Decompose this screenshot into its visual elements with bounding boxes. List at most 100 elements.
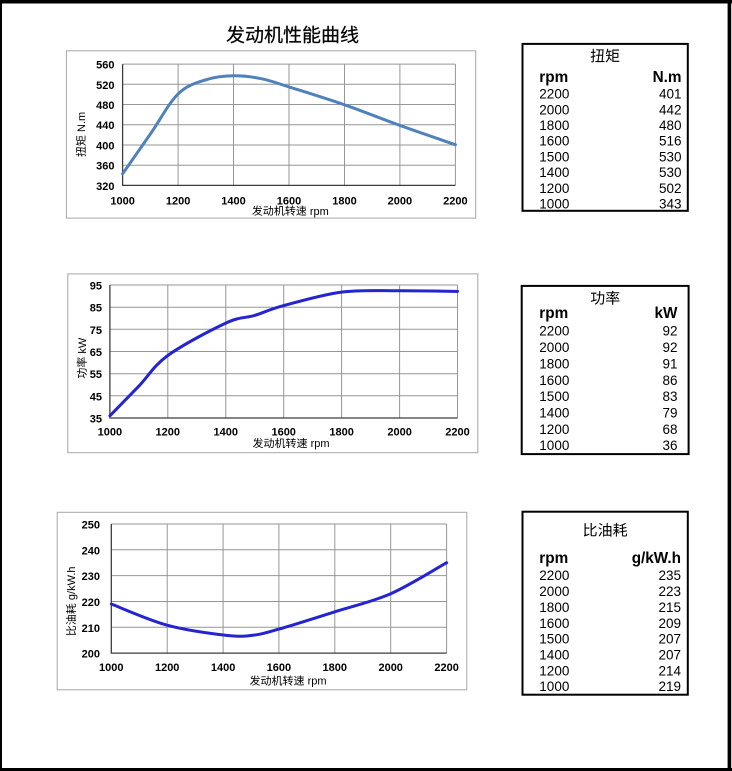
svg-text:rpm: rpm [539,305,568,322]
svg-text:rpm: rpm [310,206,329,218]
svg-text:1600: 1600 [539,134,569,149]
svg-text:1000: 1000 [539,438,569,453]
svg-text:2000: 2000 [539,102,569,117]
svg-text:1800: 1800 [323,662,347,674]
svg-text:1600: 1600 [277,196,301,208]
svg-text:240: 240 [82,545,100,557]
svg-text:343: 343 [659,197,682,212]
svg-text:1800: 1800 [329,426,353,438]
svg-text:92: 92 [662,340,677,355]
svg-text:560: 560 [96,60,114,72]
svg-text:502: 502 [659,181,682,196]
svg-text:95: 95 [90,281,102,293]
svg-text:530: 530 [659,165,682,180]
svg-text:85: 85 [90,303,102,315]
svg-text:320: 320 [96,181,114,193]
svg-text:1400: 1400 [221,196,245,208]
svg-text:401: 401 [659,87,682,102]
svg-text:1400: 1400 [214,426,238,438]
svg-text:kW: kW [655,305,679,322]
svg-text:1500: 1500 [539,389,569,404]
svg-text:250: 250 [82,520,100,532]
svg-text:1600: 1600 [271,426,295,438]
svg-text:55: 55 [90,369,102,381]
svg-text:520: 520 [96,80,114,92]
svg-text:200: 200 [82,649,100,661]
svg-text:516: 516 [659,134,682,149]
svg-text:1000: 1000 [110,196,134,208]
svg-text:223: 223 [658,584,681,599]
svg-text:1200: 1200 [156,426,180,438]
svg-text:214: 214 [658,663,681,678]
svg-text:400: 400 [96,141,114,153]
svg-text:220: 220 [82,597,100,609]
svg-text:N.m: N.m [76,112,88,132]
svg-text:207: 207 [658,648,681,663]
svg-text:2000: 2000 [539,584,569,599]
svg-text:1400: 1400 [539,648,569,663]
svg-text:1200: 1200 [166,196,190,208]
svg-text:86: 86 [662,373,677,388]
svg-text:rpm: rpm [311,438,330,450]
svg-text:2200: 2200 [445,426,469,438]
svg-text:1400: 1400 [211,662,235,674]
svg-text:g/kW.h: g/kW.h [632,550,681,567]
svg-text:rpm: rpm [308,676,327,688]
svg-text:kW: kW [77,337,89,354]
svg-text:1200: 1200 [155,662,179,674]
svg-text:2000: 2000 [387,426,411,438]
svg-text:360: 360 [96,161,114,173]
svg-text:1000: 1000 [539,197,569,212]
svg-text:68: 68 [662,422,677,437]
svg-text:1400: 1400 [539,405,569,420]
svg-text:1600: 1600 [267,662,291,674]
svg-text:83: 83 [662,389,677,404]
svg-text:207: 207 [658,632,681,647]
svg-text:1800: 1800 [539,600,569,615]
svg-text:442: 442 [659,102,682,117]
svg-text:92: 92 [662,324,677,339]
svg-text:2200: 2200 [539,568,569,583]
svg-text:75: 75 [90,325,102,337]
svg-text:91: 91 [662,356,677,371]
svg-text:2200: 2200 [539,324,569,339]
svg-text:1200: 1200 [539,663,569,678]
svg-text:209: 209 [658,616,681,631]
svg-text:1200: 1200 [539,422,569,437]
svg-text:2000: 2000 [388,196,412,208]
svg-text:1500: 1500 [539,632,569,647]
svg-text:1000: 1000 [539,679,569,694]
svg-text:rpm: rpm [539,550,568,567]
svg-text:65: 65 [90,347,102,359]
svg-text:1000: 1000 [98,426,122,438]
svg-text:rpm: rpm [539,69,568,86]
svg-text:480: 480 [96,100,114,112]
svg-text:210: 210 [82,623,100,635]
svg-text:1500: 1500 [539,149,569,164]
svg-text:1800: 1800 [332,196,356,208]
svg-text:2200: 2200 [434,662,458,674]
svg-text:N.m: N.m [653,69,682,86]
svg-text:g/kW.h: g/kW.h [66,566,78,600]
svg-text:79: 79 [662,405,677,420]
svg-text:45: 45 [90,391,102,403]
svg-text:1200: 1200 [539,181,569,196]
svg-text:36: 36 [662,438,677,453]
svg-text:235: 235 [658,568,681,583]
svg-text:2000: 2000 [378,662,402,674]
svg-text:480: 480 [659,118,682,133]
svg-text:1600: 1600 [539,373,569,388]
svg-text:230: 230 [82,571,100,583]
svg-text:2200: 2200 [443,196,467,208]
svg-text:1000: 1000 [99,662,123,674]
svg-text:2000: 2000 [539,340,569,355]
svg-text:215: 215 [658,600,681,615]
svg-text:35: 35 [90,414,102,426]
svg-text:1800: 1800 [539,356,569,371]
svg-text:440: 440 [96,120,114,132]
svg-text:2200: 2200 [539,87,569,102]
svg-text:530: 530 [659,149,682,164]
svg-text:1600: 1600 [539,616,569,631]
svg-text:1400: 1400 [539,165,569,180]
svg-text:219: 219 [658,679,681,694]
